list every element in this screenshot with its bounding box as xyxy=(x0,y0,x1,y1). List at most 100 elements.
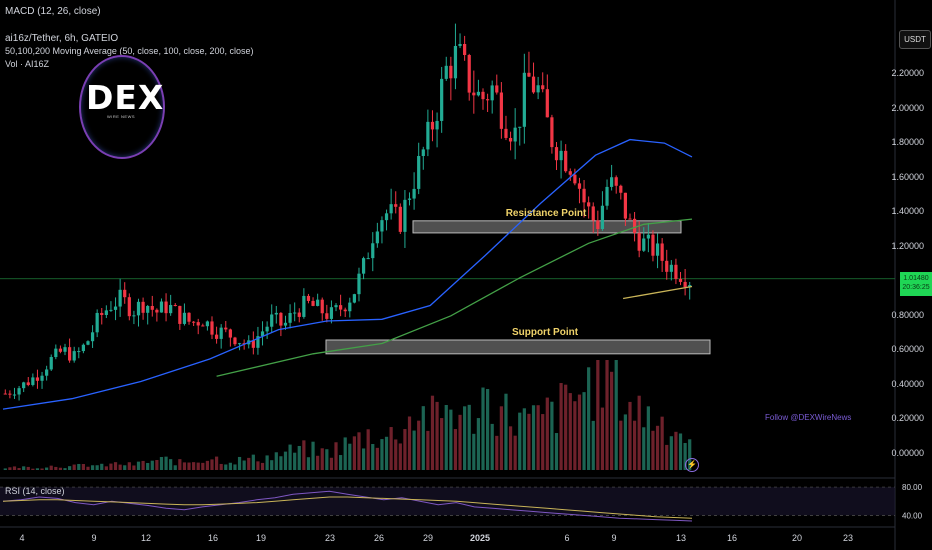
volume-bar xyxy=(141,460,145,470)
volume-bar xyxy=(665,444,669,470)
candle-body xyxy=(398,206,402,232)
moving-average-line xyxy=(622,285,693,300)
candle-body xyxy=(508,137,513,142)
rsi-tick-label: 80.00 xyxy=(902,483,923,492)
candle-body xyxy=(297,312,301,317)
candle-body xyxy=(499,92,503,129)
candle-body xyxy=(146,306,150,313)
volume-bar xyxy=(90,465,95,470)
candle-body xyxy=(564,150,568,172)
volume-bar xyxy=(485,389,490,470)
candle-body xyxy=(45,369,49,376)
price-tick-label: 1.60000 xyxy=(891,171,924,182)
price-tick-label: 1.80000 xyxy=(891,137,924,148)
candle-body xyxy=(550,117,554,148)
candle-body xyxy=(587,202,591,207)
volume-bar xyxy=(219,463,223,470)
volume-bar xyxy=(109,463,113,470)
currency-badge[interactable]: USDT xyxy=(899,30,931,49)
candle-body xyxy=(384,213,389,221)
candle-body xyxy=(449,65,453,79)
volume-bar xyxy=(642,427,646,470)
vol-title: Vol · AI16Z xyxy=(5,59,50,69)
candle-body xyxy=(403,199,407,232)
volume-bar xyxy=(669,436,673,470)
candle-body xyxy=(192,321,196,323)
lightning-icon[interactable]: ⚡ xyxy=(685,458,699,472)
candle-body xyxy=(132,315,136,317)
volume-bar xyxy=(577,394,582,470)
candle-body xyxy=(155,309,159,313)
volume-bar xyxy=(352,436,356,470)
candle-body xyxy=(201,325,205,327)
candle-body xyxy=(467,55,471,93)
candle-body xyxy=(518,126,522,128)
candle-body xyxy=(329,307,334,319)
candle-body xyxy=(531,76,536,93)
candle-body xyxy=(375,231,379,244)
candle-body xyxy=(118,289,122,307)
logo-ring xyxy=(79,55,165,159)
candle-body xyxy=(228,329,232,338)
volume-bar xyxy=(210,459,214,470)
candle-body xyxy=(123,289,127,298)
candle-body xyxy=(127,297,131,317)
candle-body xyxy=(513,127,517,142)
price-tick-label: 1.20000 xyxy=(891,240,924,251)
candle-body xyxy=(233,337,237,345)
time-tick-label: 9 xyxy=(91,533,97,543)
volume-bar xyxy=(426,430,430,470)
volume-bar xyxy=(628,401,632,470)
volume-bar xyxy=(453,429,458,470)
candle-body xyxy=(256,336,260,348)
volume-bar xyxy=(559,383,563,470)
rsi-tick-label: 40.00 xyxy=(902,511,923,520)
candle-body xyxy=(72,351,76,361)
volume-bar xyxy=(632,420,637,470)
volume-bar xyxy=(187,462,191,470)
candle-body xyxy=(40,375,44,381)
volume-bar xyxy=(58,467,63,470)
candle-body xyxy=(665,260,669,272)
candle-body xyxy=(279,312,283,326)
volume-bar xyxy=(3,468,7,470)
candle-body xyxy=(637,232,641,251)
candle-body xyxy=(54,348,58,358)
volume-bar xyxy=(380,439,384,470)
volume-bar xyxy=(343,437,347,470)
volume-bar xyxy=(22,466,26,470)
candle-body xyxy=(12,394,17,396)
volume-bar xyxy=(646,406,650,470)
volume-bar xyxy=(463,406,467,470)
price-tick-label: 0.60000 xyxy=(891,344,924,355)
candle-body xyxy=(472,92,476,96)
volume-bar xyxy=(205,460,210,470)
candle-body xyxy=(591,206,595,221)
time-tick-label: 12 xyxy=(140,533,152,543)
price-grid xyxy=(0,0,896,550)
candle-body xyxy=(169,304,173,314)
candle-body xyxy=(316,299,320,306)
candle-body xyxy=(63,347,67,352)
volume-bar xyxy=(26,466,30,470)
candle-body xyxy=(352,294,356,303)
volume-bar xyxy=(389,427,393,470)
candle-body xyxy=(688,285,692,288)
volume-bar xyxy=(40,468,44,470)
volume-bar xyxy=(293,452,297,470)
candle-body xyxy=(646,234,650,239)
volume-bar xyxy=(81,463,85,470)
volume-bar xyxy=(430,395,435,470)
time-tick-label: 9 xyxy=(611,533,617,543)
time-tick-label: 4 xyxy=(19,533,25,543)
candle-body xyxy=(205,321,210,327)
candle-body xyxy=(554,147,559,161)
candle-body xyxy=(95,312,99,333)
volume-bar xyxy=(228,462,232,470)
volume-bar xyxy=(302,440,306,470)
candle-body xyxy=(159,301,164,313)
volume-bar xyxy=(357,432,361,470)
candle-body xyxy=(421,149,425,157)
candle-body xyxy=(412,188,416,199)
